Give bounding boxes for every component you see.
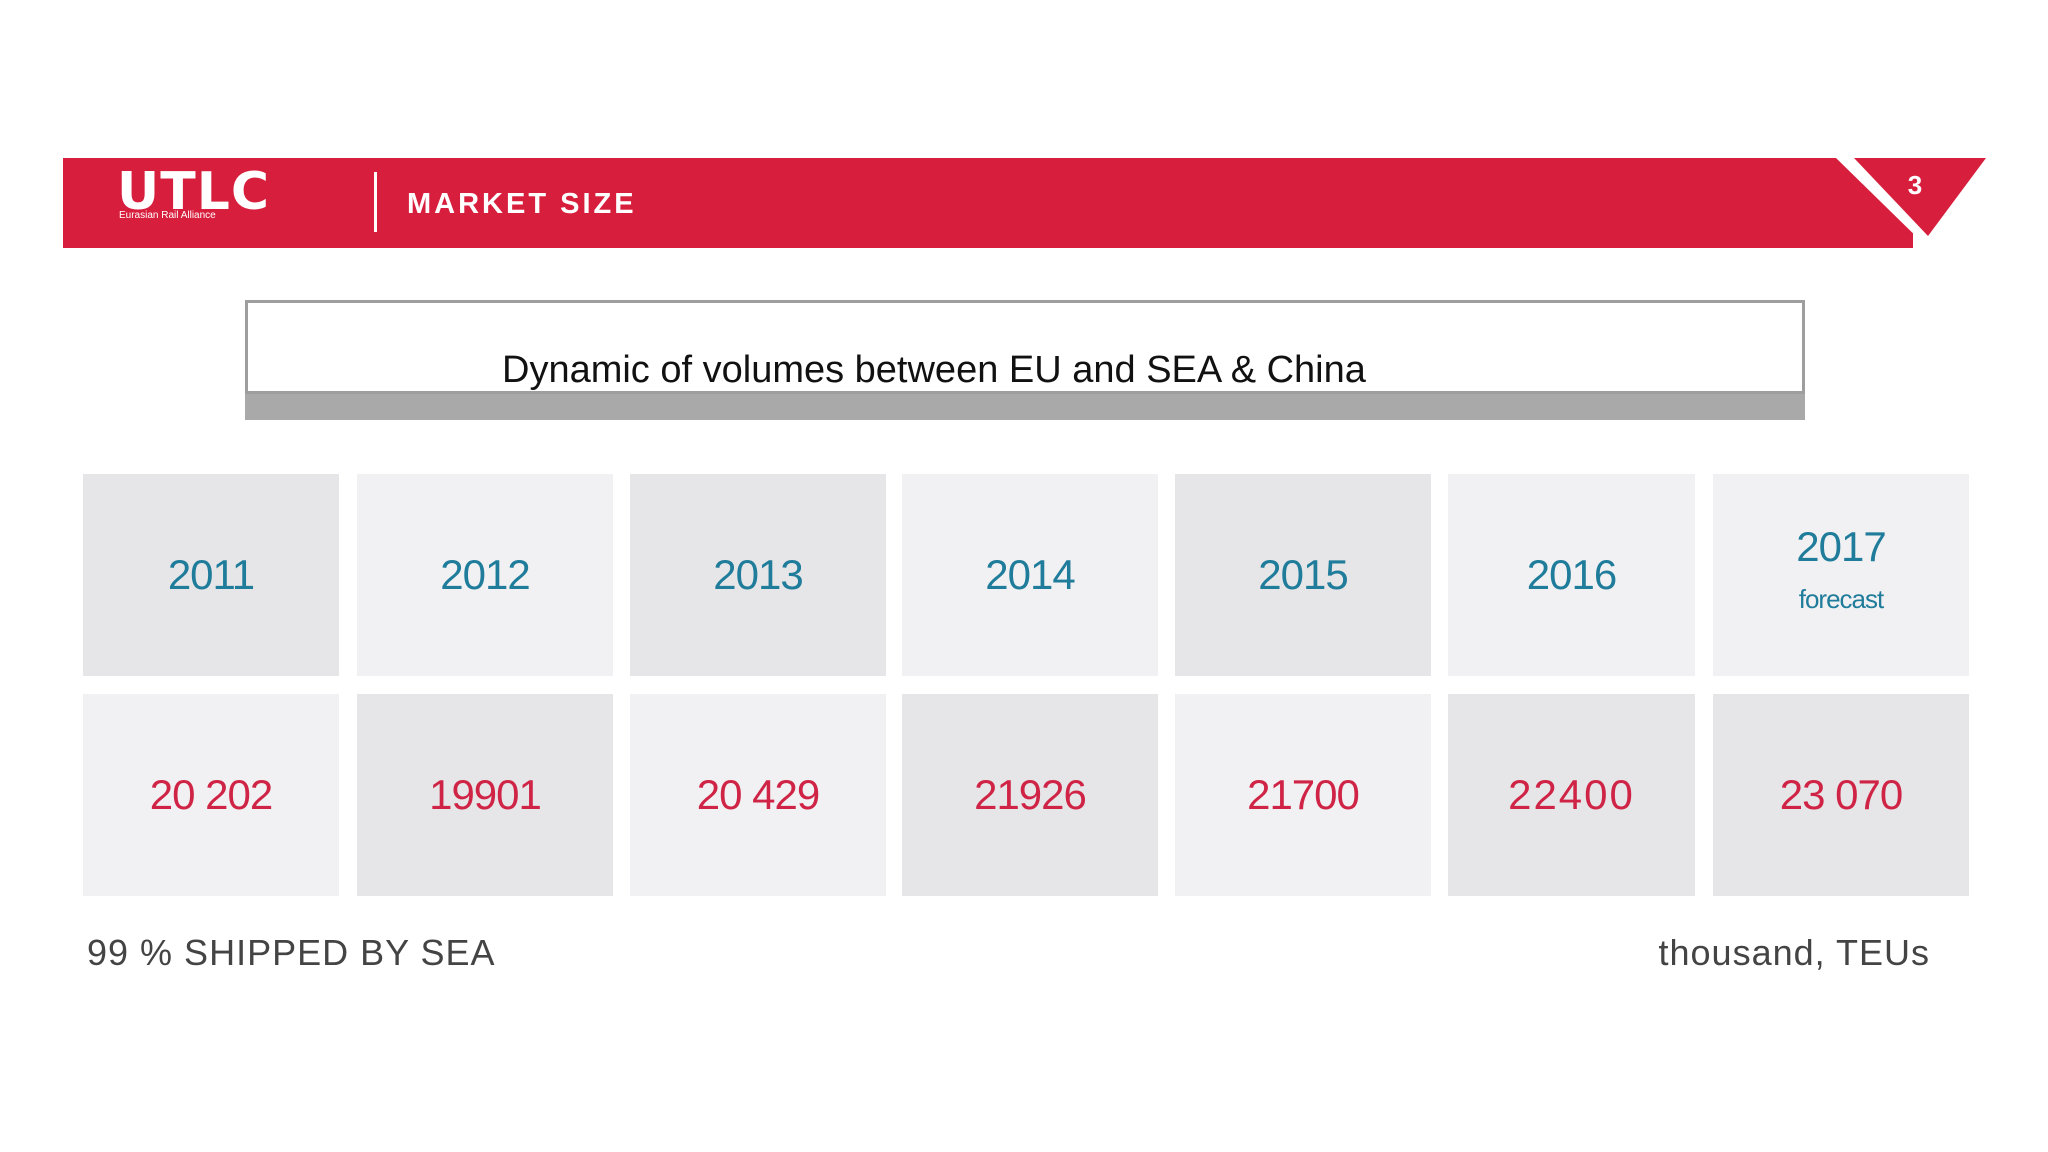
year-label: 2012: [440, 551, 530, 598]
value-label: 21700: [1247, 771, 1360, 818]
value-tile-2011: 20 202: [83, 694, 339, 896]
value-label: 23 070: [1779, 771, 1903, 818]
unit-note: thousand, TEUs: [1658, 932, 1930, 973]
year-tile-2013: 2013: [630, 474, 886, 676]
value-label: 20 429: [696, 771, 820, 818]
year-tile-2016: 2016: [1448, 474, 1695, 676]
year-label: 2014: [985, 551, 1075, 598]
year-label: 2011: [167, 551, 255, 598]
year-tile-2012: 2012: [357, 474, 613, 676]
page-tab-triangle: [1854, 158, 1986, 236]
value-label: 21926: [974, 771, 1087, 818]
header-band: [63, 158, 1913, 248]
value-tile-2015: 21700: [1175, 694, 1431, 896]
year-label: 2015: [1258, 551, 1348, 598]
page-number: 3: [1907, 170, 1923, 200]
value-tile-2014: 21926: [902, 694, 1158, 896]
sea-share-note: 99 % SHIPPED BY SEA: [87, 932, 496, 973]
logo-wordmark: UTLC: [117, 162, 270, 222]
year-tile-2011: 2011: [83, 474, 339, 676]
year-tile-2015: 2015: [1175, 474, 1431, 676]
logo-subtitle: Eurasian Rail Alliance: [119, 210, 216, 221]
year-label: 2017: [1796, 523, 1886, 570]
year-label: 2013: [713, 551, 803, 598]
page-number-tab: [1836, 158, 1986, 248]
chart-title: Dynamic of volumes between EU and SEA & …: [502, 349, 1366, 391]
utlc-logo: UTLC Eurasian Rail Alliance: [117, 162, 307, 240]
value-label: 20 202: [149, 771, 273, 818]
value-label: 19901: [429, 771, 542, 818]
year-tile-2014: 2014: [902, 474, 1158, 676]
value-label: 22400: [1508, 771, 1635, 818]
section-title: MARKET SIZE: [407, 188, 637, 220]
year-tile-2017: 2017 forecast: [1713, 474, 1969, 676]
value-tile-2013: 20 429: [630, 694, 886, 896]
header-divider: [374, 172, 377, 232]
value-tile-2016: 22400: [1448, 694, 1695, 896]
forecast-label: forecast: [1798, 584, 1884, 614]
value-tile-2012: 19901: [357, 694, 613, 896]
value-tile-2017: 23 070: [1713, 694, 1969, 896]
year-label: 2016: [1526, 551, 1617, 598]
chart-title-box: [245, 300, 1805, 394]
